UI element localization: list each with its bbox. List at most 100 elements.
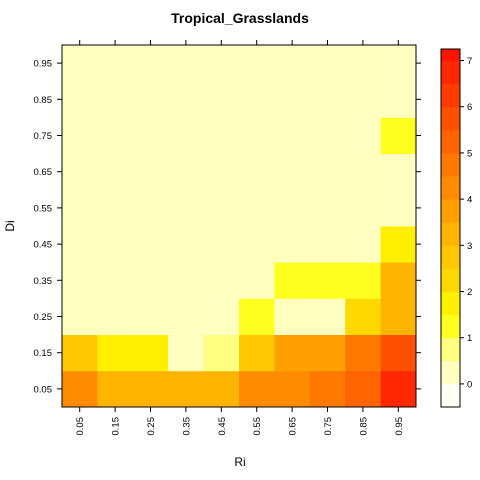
heatmap-cell bbox=[274, 226, 311, 263]
x-tick-label: 0.25 bbox=[146, 417, 157, 436]
heatmap-cell bbox=[203, 117, 240, 154]
heatmap-cell bbox=[274, 298, 311, 335]
x-axis: 0.05 0.15 0.25 0.35 0.45 0.55 0.65 0.75 0.85 0.95 bbox=[75, 40, 405, 436]
x-tick-label: 0.75 bbox=[323, 417, 334, 436]
heatmap-cell bbox=[97, 370, 134, 408]
heatmap-cell bbox=[239, 189, 275, 227]
colorbar-tick-label: 1 bbox=[467, 333, 472, 344]
heatmap-cell bbox=[132, 262, 169, 299]
colorbar: 0 1 2 3 4 5 6 7 bbox=[440, 48, 472, 408]
heatmap-cell bbox=[239, 45, 275, 82]
heatmap-cell bbox=[97, 334, 134, 372]
colorbar-frame bbox=[440, 48, 461, 408]
colorbar-swatch bbox=[441, 314, 460, 339]
heatmap-cell bbox=[62, 370, 98, 408]
heatmap-cell bbox=[62, 117, 98, 154]
heatmap-cell bbox=[239, 226, 275, 263]
heatmap-cell bbox=[168, 334, 204, 372]
y-tick-label: 0.05 bbox=[34, 384, 53, 395]
heatmap-cell bbox=[345, 298, 381, 335]
colorbar-swatch bbox=[441, 222, 460, 246]
heatmap-cell bbox=[97, 81, 134, 118]
y-axis-title: Di bbox=[3, 220, 17, 231]
colorbar-tick-label: 7 bbox=[467, 56, 472, 67]
heatmap-cell bbox=[203, 334, 240, 372]
y-axis: 0.05 0.15 0.25 0.35 0.45 0.55 0.65 0.75 0.85 0.95 bbox=[34, 59, 421, 395]
heatmap-cell bbox=[168, 45, 204, 82]
x-tick-label: 0.05 bbox=[75, 417, 86, 436]
heatmap-cell bbox=[345, 226, 381, 263]
heatmap-cell bbox=[97, 189, 134, 227]
heatmap-cell bbox=[168, 117, 204, 154]
colorbar-tick-label: 3 bbox=[467, 241, 472, 252]
heatmap-cell bbox=[203, 153, 240, 191]
colorbar-tick-label: 6 bbox=[467, 102, 472, 113]
y-tick-label: 0.75 bbox=[34, 131, 53, 142]
colorbar-swatch bbox=[441, 291, 460, 316]
y-tick-label: 0.55 bbox=[34, 203, 53, 214]
colorbar-swatch bbox=[441, 383, 460, 408]
x-tick-label: 0.65 bbox=[288, 417, 299, 436]
heatmap-cell bbox=[168, 189, 204, 227]
heatmap-cells bbox=[62, 45, 417, 408]
heatmap-cell bbox=[274, 262, 311, 299]
heatmap-cell bbox=[97, 298, 134, 335]
x-tick-label: 0.35 bbox=[181, 417, 192, 436]
heatmap-cell bbox=[97, 117, 134, 154]
colorbar-tick-label: 5 bbox=[467, 148, 472, 159]
heatmap-cell bbox=[97, 45, 134, 82]
heatmap-cell bbox=[132, 370, 169, 408]
heatmap-cell bbox=[168, 81, 204, 118]
heatmap-cell bbox=[274, 334, 311, 372]
heatmap-cell bbox=[168, 153, 204, 191]
heatmap-cell bbox=[239, 262, 275, 299]
colorbar-swatch bbox=[441, 337, 460, 362]
x-tick-label: 0.55 bbox=[252, 417, 263, 436]
heatmap-cell bbox=[309, 81, 346, 118]
colorbar-swatch bbox=[441, 106, 460, 131]
heatmap-cell bbox=[132, 117, 169, 154]
heatmap-cell bbox=[168, 370, 204, 408]
heatmap-cell bbox=[239, 370, 275, 408]
colorbar-tick-label: 2 bbox=[467, 287, 472, 298]
heatmap-cell bbox=[274, 45, 311, 82]
heatmap-cell bbox=[132, 226, 169, 263]
heatmap-cell bbox=[309, 226, 346, 263]
colorbar-swatch bbox=[441, 360, 460, 385]
heatmap-cell bbox=[380, 117, 417, 154]
heatmap-cell bbox=[203, 81, 240, 118]
heatmap-cell bbox=[345, 117, 381, 154]
colorbar-swatch bbox=[441, 268, 460, 292]
heatmap-cell bbox=[239, 298, 275, 335]
heatmap-cell bbox=[309, 370, 346, 408]
plot-frame bbox=[61, 44, 417, 408]
heatmap-cell bbox=[345, 45, 381, 82]
colorbar-swatch bbox=[441, 152, 460, 177]
heatmap-cell bbox=[345, 189, 381, 227]
colorbar-swatch bbox=[441, 245, 460, 269]
y-tick-label: 0.85 bbox=[34, 95, 53, 106]
heatmap-cell bbox=[380, 334, 417, 372]
heatmap-cell bbox=[274, 370, 311, 408]
heatmap-cell bbox=[380, 370, 417, 408]
heatmap-cell bbox=[239, 117, 275, 154]
heatmap-cell bbox=[345, 153, 381, 191]
y-tick-label: 0.45 bbox=[34, 240, 53, 251]
heatmap-cell bbox=[380, 226, 417, 263]
colorbar-swatch bbox=[441, 49, 460, 61]
heatmap-cell bbox=[62, 226, 98, 263]
x-tick-label: 0.15 bbox=[111, 417, 122, 436]
heatmap-cell bbox=[274, 153, 311, 191]
colorbar-swatch bbox=[441, 176, 460, 200]
heatmap-cell bbox=[380, 153, 417, 191]
heatmap-cell bbox=[309, 298, 346, 335]
heatmap-cell bbox=[62, 45, 98, 82]
x-tick-label: 0.85 bbox=[358, 417, 369, 436]
heatmap-cell bbox=[97, 153, 134, 191]
heatmap-cell bbox=[203, 226, 240, 263]
heatmap-cell bbox=[132, 334, 169, 372]
heatmap-cell bbox=[309, 153, 346, 191]
heatmap-cell bbox=[203, 298, 240, 335]
heatmap-cell bbox=[97, 226, 134, 263]
